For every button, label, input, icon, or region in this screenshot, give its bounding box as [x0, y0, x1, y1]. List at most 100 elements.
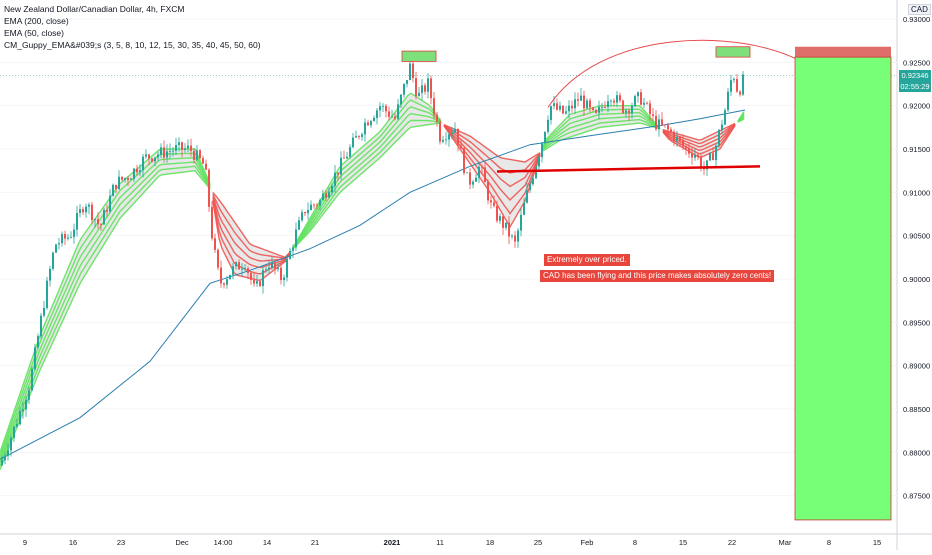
candle-body	[511, 235, 513, 237]
x-tick-label: 25	[534, 538, 542, 547]
candle-body	[688, 148, 690, 154]
y-tick-label: 0.89000	[903, 362, 930, 371]
candle-body	[157, 154, 159, 158]
legend-ema50[interactable]: EMA (50, close)	[4, 28, 64, 38]
candle-body	[136, 168, 138, 173]
legend-title[interactable]: New Zealand Dollar/Canadian Dollar, 4h, …	[4, 4, 185, 14]
candle-body	[76, 212, 78, 230]
candle-body	[121, 176, 123, 180]
candle-body	[406, 80, 408, 84]
guppy-ema-line	[542, 118, 661, 151]
candle-body	[547, 119, 549, 132]
guppy-ema-line	[542, 105, 661, 147]
candle-body	[103, 209, 105, 225]
candle-body	[106, 209, 108, 212]
guppy-ema-line	[0, 165, 211, 467]
candle-body	[37, 336, 39, 348]
candle-body	[238, 262, 240, 270]
candle-body	[643, 102, 645, 105]
candle-body	[61, 233, 63, 244]
candle-body	[658, 119, 660, 130]
candle-body	[181, 142, 183, 150]
candle-body	[166, 151, 168, 158]
candle-body	[331, 185, 333, 193]
candle-body	[469, 172, 471, 185]
candle-body	[607, 101, 609, 107]
candle-body	[271, 262, 273, 268]
candle-body	[208, 169, 210, 207]
x-tick-label: 23	[117, 538, 125, 547]
candle-body	[298, 220, 300, 230]
candle-body	[223, 283, 225, 285]
candle-body	[631, 105, 633, 114]
candle-body	[595, 109, 597, 113]
x-tick-label: 16	[69, 538, 77, 547]
candle-body	[79, 209, 81, 213]
candle-body	[334, 172, 336, 186]
annotation-overpriced[interactable]: Extremely over priced.	[544, 254, 630, 266]
candle-body	[577, 99, 579, 101]
y-tick-label: 0.88000	[903, 448, 930, 457]
guppy-ema-line	[212, 192, 292, 259]
guppy-ema-line	[293, 106, 442, 248]
candle-body	[286, 258, 288, 278]
candle-body	[484, 167, 486, 183]
candle-body	[385, 105, 387, 112]
candle-body	[1, 460, 3, 466]
y-tick-label: 0.92000	[903, 102, 930, 111]
last-price-tag: 0.92346	[899, 70, 931, 81]
legend-ema200[interactable]: EMA (200, close)	[4, 16, 69, 26]
candle-body	[418, 92, 420, 97]
candle-body	[55, 244, 57, 253]
candle-body	[184, 148, 186, 150]
candle-body	[694, 154, 696, 158]
candle-body	[679, 136, 681, 141]
candle-body	[403, 83, 405, 95]
candle-body	[637, 92, 639, 97]
candle-body	[610, 100, 612, 102]
candle-body	[460, 145, 462, 149]
candle-body	[532, 178, 534, 185]
candle-body	[235, 262, 237, 267]
candle-body	[553, 103, 555, 107]
candle-body	[427, 78, 429, 92]
legend-guppy[interactable]: CM_Guppy_EMA&#039;s (3, 5, 8, 10, 12, 15…	[4, 40, 261, 50]
candle-body	[16, 424, 18, 427]
candle-body	[142, 156, 144, 171]
candle-body	[724, 110, 726, 125]
guppy-ema-line	[212, 196, 292, 262]
ema-200-line	[0, 109, 746, 460]
candle-body	[277, 267, 279, 270]
candle-body	[649, 103, 651, 115]
candle-body	[88, 204, 90, 207]
candle-body	[340, 157, 342, 175]
candle-body	[727, 91, 729, 111]
candle-body	[703, 168, 705, 170]
candle-body	[601, 106, 603, 108]
candle-body	[706, 160, 708, 170]
candle-body	[583, 95, 585, 109]
candle-body	[721, 124, 723, 130]
guppy-ema-line	[443, 124, 541, 188]
guppy-ema-line	[293, 112, 442, 248]
candle-body	[655, 115, 657, 130]
candle-body	[361, 134, 363, 137]
candle-body	[289, 250, 291, 259]
candle-body	[616, 95, 618, 103]
x-tick-label: Feb	[581, 538, 594, 547]
candle-body	[742, 74, 744, 95]
x-tick-label: 9	[23, 538, 27, 547]
candle-body	[193, 150, 195, 160]
y-tick-label: 0.90000	[903, 275, 930, 284]
annotation-cad-flying[interactable]: CAD has been flying and this price makes…	[540, 270, 775, 282]
candle-body	[451, 132, 453, 135]
candle-body	[247, 268, 249, 273]
candle-body	[670, 129, 672, 132]
guppy-ema-line	[542, 108, 661, 148]
candle-body	[487, 182, 489, 201]
candle-body	[715, 145, 717, 161]
candle-body	[274, 262, 276, 270]
candle-body	[574, 99, 576, 109]
guppy-ema-line	[293, 119, 442, 249]
